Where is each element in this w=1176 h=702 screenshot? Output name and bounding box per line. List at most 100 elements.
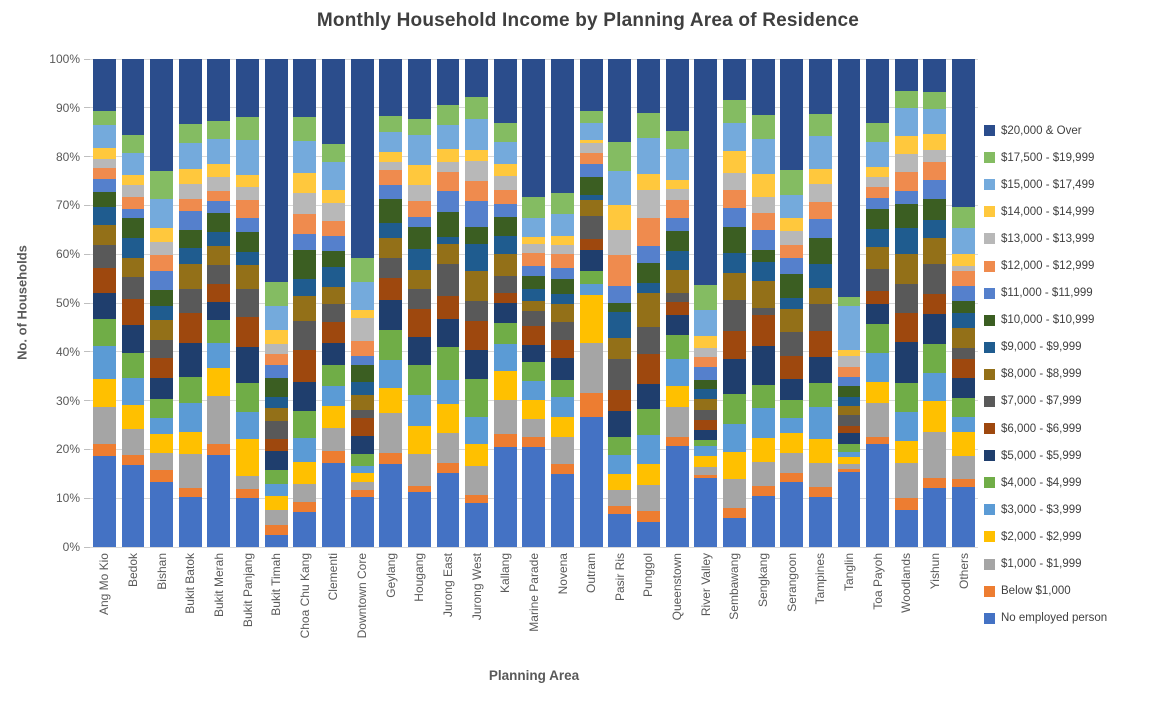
- bar-segment: [894, 510, 918, 547]
- bar-segment: [264, 281, 288, 307]
- bar-column-bedok: [119, 58, 148, 547]
- legend-item: $13,000 - $13,999: [984, 225, 1107, 252]
- bar-segment: [522, 276, 546, 290]
- bar-segment: [178, 59, 202, 124]
- bar-segment: [808, 114, 832, 136]
- x-tick-label-cell: Others: [949, 553, 978, 653]
- stacked-bar: [923, 59, 947, 547]
- bar-segment: [780, 274, 804, 299]
- bar-segment: [551, 254, 575, 269]
- bar-segment: [150, 377, 174, 400]
- stacked-bar: [637, 58, 660, 547]
- bar-segment: [722, 190, 746, 209]
- bar-segment: [321, 343, 345, 365]
- bar-segment: [579, 417, 603, 547]
- bar-segment: [207, 265, 231, 285]
- bar-segment: [92, 319, 116, 347]
- bar-segment: [866, 229, 890, 247]
- legend-label: $3,000 - $3,999: [1001, 503, 1082, 516]
- legend-swatch-icon: [984, 179, 995, 191]
- bar-segment: [837, 350, 861, 356]
- legend-item: Below $1,000: [984, 578, 1107, 605]
- bar-segment: [436, 462, 460, 473]
- bar-segment: [551, 304, 575, 322]
- legend-label: $4,000 - $4,999: [1001, 476, 1082, 489]
- x-tick-label-cell: Punggol: [634, 553, 663, 653]
- bar-segment: [837, 366, 861, 378]
- stacked-bar: [722, 59, 746, 547]
- bar-segment: [522, 311, 546, 327]
- x-tick-label: Tampines: [813, 553, 828, 605]
- bar-segment: [952, 397, 975, 418]
- stacked-bar: [264, 59, 288, 547]
- bar-segment: [407, 200, 431, 218]
- bar-segment: [837, 355, 861, 367]
- x-tick-label: Others: [956, 553, 971, 590]
- bar-segment: [837, 297, 861, 307]
- bar-column-punggol: [634, 58, 663, 547]
- legend: $20,000 & Over $17,500 - $19,999 $15,000 -…: [984, 117, 1107, 632]
- bar-segment: [92, 456, 116, 547]
- x-tick-label: Clementi: [326, 553, 341, 601]
- bar-segment: [866, 142, 890, 168]
- bar-segment: [894, 284, 918, 314]
- bar-segment: [321, 405, 345, 428]
- bar-segment: [808, 135, 832, 169]
- legend-swatch-icon: [984, 341, 995, 353]
- x-tick-label: Jurong West: [469, 553, 484, 621]
- bar-segment: [780, 331, 804, 357]
- bar-segment: [923, 264, 947, 295]
- y-tick-mark: [84, 497, 90, 499]
- bar-segment: [493, 216, 517, 236]
- bar-segment: [436, 295, 460, 319]
- bar-segment: [780, 257, 804, 275]
- bar-segment: [522, 58, 546, 197]
- bar-segment: [236, 289, 259, 317]
- bar-segment: [264, 378, 288, 398]
- bar-segment: [178, 183, 202, 200]
- x-tick-label: Kallang: [498, 553, 513, 594]
- bar-segment: [579, 199, 603, 217]
- bar-segment: [264, 484, 288, 496]
- bar-segment: [923, 149, 947, 163]
- bar-segment: [522, 289, 546, 302]
- legend-swatch-icon: [984, 152, 995, 164]
- bar-segment: [923, 488, 947, 547]
- bar-segment: [751, 437, 775, 462]
- bar-segment: [837, 396, 861, 407]
- bar-segment: [493, 175, 517, 190]
- x-tick-label: Punggol: [641, 553, 656, 598]
- bar-segment: [121, 455, 145, 466]
- x-tick-label-cell: Bishan: [147, 553, 176, 653]
- bar-segment: [350, 364, 374, 383]
- legend-item: $1,000 - $1,999: [984, 551, 1107, 578]
- bar-segment: [694, 336, 718, 349]
- bar-segment: [465, 301, 489, 322]
- bar-segment: [92, 379, 116, 408]
- bar-segment: [236, 497, 259, 547]
- bar-segment: [178, 142, 202, 169]
- legend-item: $14,000 - $14,999: [984, 198, 1107, 225]
- bar-column-tampines: [806, 59, 835, 547]
- legend-label: $11,000 - $11,999: [1001, 287, 1093, 300]
- bar-segment: [293, 278, 317, 297]
- bar-segment: [780, 231, 804, 245]
- bar-segment: [493, 254, 517, 277]
- bar-segment: [236, 252, 259, 265]
- bar-segment: [551, 473, 575, 547]
- bar-column-novena: [548, 59, 577, 547]
- bar-segment: [493, 235, 517, 254]
- bar-segment: [178, 488, 202, 497]
- bar-segment: [637, 283, 660, 294]
- bar-segment: [236, 186, 259, 200]
- bar-segment: [264, 408, 288, 422]
- bar-segment: [436, 148, 460, 163]
- bar-segment: [837, 306, 861, 351]
- bar-segment: [178, 229, 202, 249]
- x-tick-label: Bedok: [125, 553, 140, 588]
- bar-segment: [379, 300, 403, 330]
- bar-segment: [207, 367, 231, 396]
- bar-segment: [264, 354, 288, 366]
- plot-area: [90, 58, 978, 548]
- bar-segment: [350, 409, 374, 419]
